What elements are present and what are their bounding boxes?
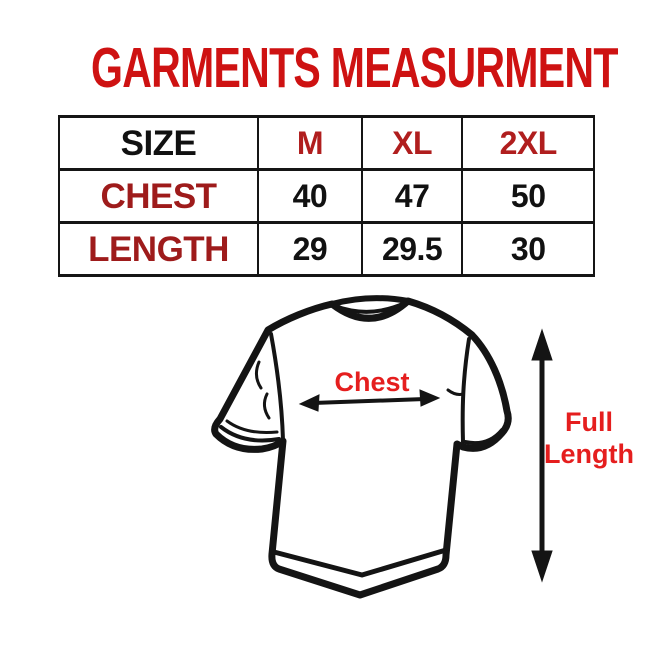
left-cuff-inner-line [225, 419, 279, 434]
size-table-header-row: SIZE M XL 2XL [57, 115, 595, 171]
chest-value-2xl: 50 [461, 168, 595, 224]
header-size-xl: XL [360, 115, 464, 171]
header-size: SIZE [57, 115, 260, 171]
right-sleeve-seam [460, 337, 471, 444]
chest-measure-label: Chest [334, 367, 409, 397]
table-row-length: LENGTH 29 29.5 30 [57, 221, 595, 277]
page-title: GARMENTS MEASURMENT [90, 36, 618, 100]
collar-outer-line [329, 295, 411, 307]
collar-inner-line [333, 301, 407, 314]
left-cuff-line [219, 425, 281, 443]
full-length-label-line2: Length [544, 439, 634, 469]
length-value-2xl: 30 [461, 221, 595, 277]
wrinkle-mark [254, 360, 263, 390]
length-row-label: LENGTH [57, 221, 260, 277]
right-cuff-line [463, 428, 504, 446]
chest-arrow-left-head [298, 394, 320, 412]
length-value-xl: 29.5 [360, 221, 464, 277]
full-length-arrow-bottom-head [531, 550, 553, 583]
wrinkle-mark [262, 392, 271, 420]
length-value-m: 29 [257, 221, 363, 277]
chest-row-label: CHEST [57, 168, 260, 224]
hem-band-line [271, 547, 449, 578]
tshirt-measurement-diagram: Chest Full Length [211, 295, 634, 599]
header-size-m: M [257, 115, 363, 171]
full-length-label-line1: Full [565, 407, 613, 437]
tshirt-outline [211, 297, 512, 599]
chest-value-xl: 47 [360, 168, 464, 224]
size-table-container: SIZE M XL 2XL CHEST 40 47 50 LENGTH 29 2… [57, 115, 595, 277]
header-size-2xl: 2XL [461, 115, 595, 171]
wrinkle-mark [446, 388, 465, 396]
size-table: SIZE M XL 2XL CHEST 40 47 50 LENGTH 29 2… [57, 115, 595, 277]
full-length-arrow-top-head [531, 328, 553, 361]
chest-arrow-right-head [419, 389, 441, 407]
table-row-chest: CHEST 40 47 50 [57, 168, 595, 224]
chest-value-m: 40 [257, 168, 363, 224]
left-sleeve-seam [269, 332, 285, 442]
chest-arrow-shaft [312, 397, 426, 405]
